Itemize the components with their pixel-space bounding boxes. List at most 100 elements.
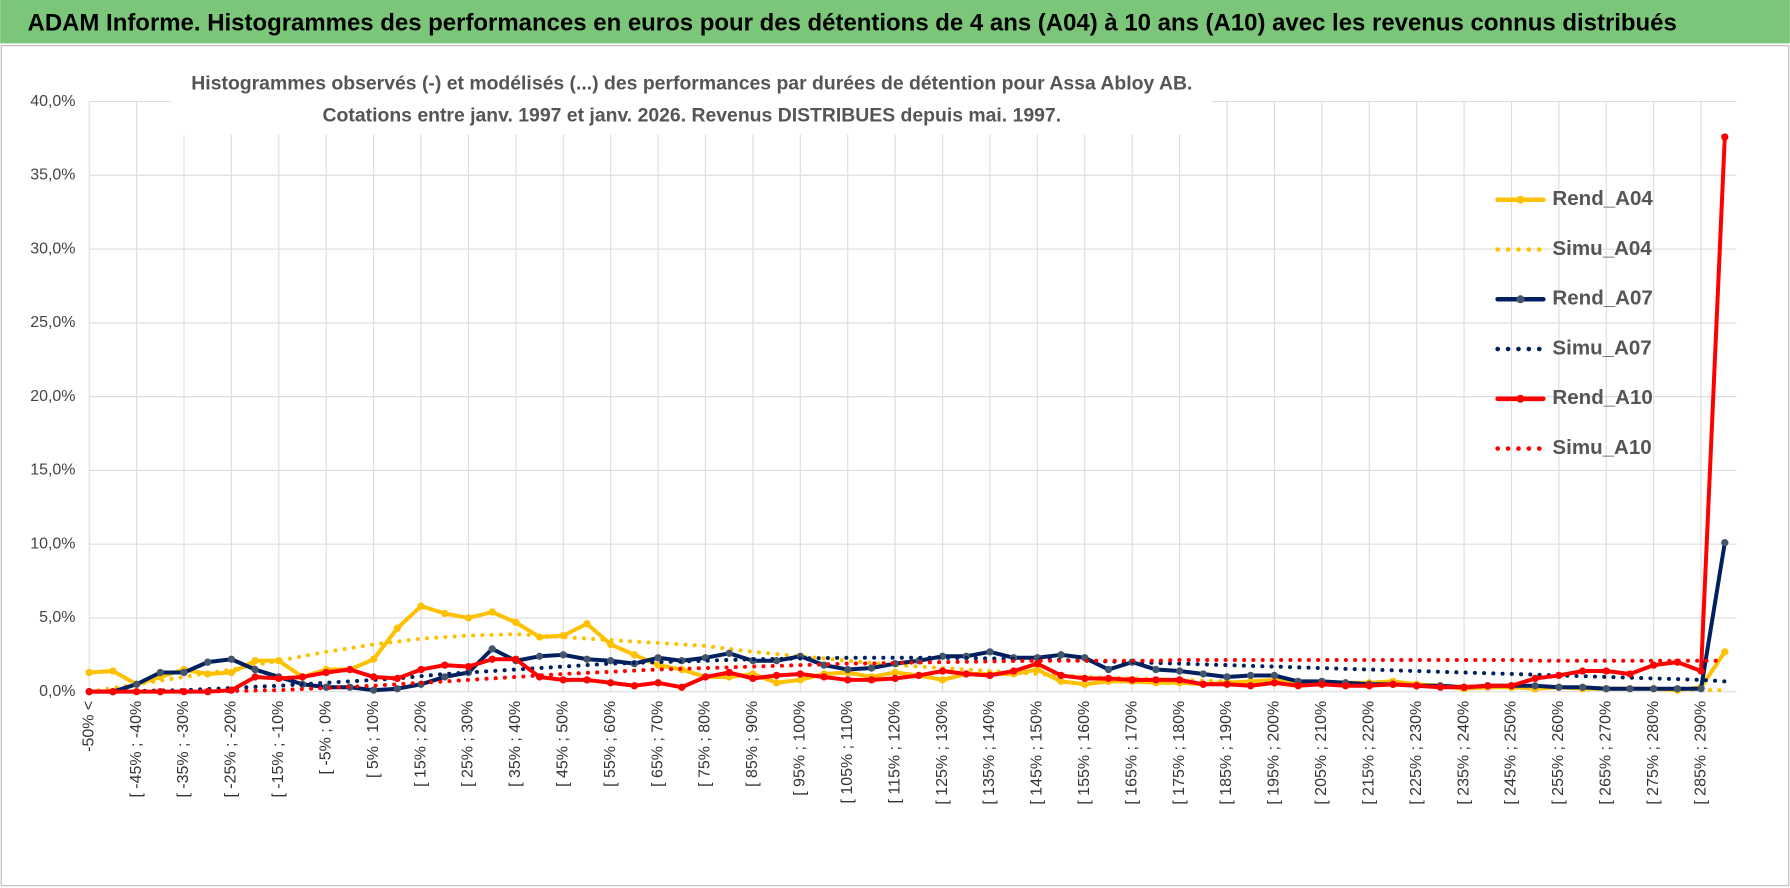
x-tick-label: [ 275% ; 280% (1645, 701, 1662, 805)
x-tick-label: [ 55% ; 60% (602, 701, 619, 787)
x-tick-label: [ 125% ; 130% (934, 701, 951, 805)
series-marker (986, 648, 994, 656)
series-marker (393, 624, 401, 632)
y-tick-label: 5,0% (39, 609, 75, 626)
series-marker (844, 665, 852, 674)
series-marker (204, 658, 212, 666)
series-marker (464, 614, 473, 622)
series-marker (227, 668, 236, 677)
x-tick-label: [ 225% ; 230% (1408, 701, 1425, 805)
legend-label: Rend_A10 (1552, 386, 1652, 409)
series-marker (1555, 671, 1563, 680)
series-marker (1057, 677, 1065, 686)
series-marker (1128, 676, 1136, 684)
series-marker (1247, 671, 1255, 680)
x-tick-label: [ 35% ; 40% (507, 701, 524, 787)
series-marker (1318, 680, 1326, 688)
series-marker (1104, 674, 1113, 683)
series-marker (1010, 667, 1018, 675)
series-marker (156, 688, 164, 696)
series-marker (180, 668, 188, 677)
x-tick-label: [ 195% ; 200% (1266, 701, 1283, 805)
series-marker (1389, 680, 1397, 688)
legend-label: Rend_A04 (1552, 187, 1653, 210)
series-marker (298, 673, 307, 681)
series-marker (512, 618, 520, 626)
series-marker (1057, 671, 1065, 680)
title-bar (0, 0, 1790, 44)
series-marker (1697, 667, 1705, 675)
series-marker (251, 665, 259, 674)
series-marker (1436, 683, 1444, 691)
series-marker (1033, 665, 1042, 674)
x-tick-label: [ -15% ; -10% (270, 701, 287, 798)
y-tick-label: 15,0% (30, 462, 75, 479)
series-marker (369, 686, 378, 694)
x-tick-label: [ 245% ; 250% (1503, 701, 1520, 805)
series-marker (986, 671, 994, 680)
series-marker (1199, 680, 1207, 688)
x-tick-label: [ -5% ; 0% (317, 701, 334, 775)
x-tick-label: [ 205% ; 210% (1313, 701, 1330, 805)
x-tick-label: [ 145% ; 150% (1029, 701, 1046, 805)
series-marker (1104, 665, 1113, 674)
x-tick-label: [ 255% ; 260% (1550, 701, 1567, 805)
series-marker (796, 670, 804, 678)
series-marker (1721, 539, 1729, 547)
x-tick-label: [ -25% ; -20% (223, 701, 240, 798)
series-marker (701, 673, 710, 681)
series-marker (251, 673, 259, 681)
x-tick-label: [ 5% ; 10% (365, 701, 382, 778)
series-marker (417, 665, 425, 674)
series-marker (559, 676, 567, 684)
series-marker (1152, 676, 1160, 684)
series-marker (1223, 673, 1231, 681)
series-marker (1294, 682, 1302, 690)
series-marker (1531, 682, 1539, 690)
series-marker (915, 671, 923, 680)
series-marker (1081, 674, 1089, 683)
series-marker (1199, 670, 1207, 678)
y-tick-label: 20,0% (30, 388, 75, 405)
series-marker (1175, 676, 1184, 684)
series-marker (607, 679, 615, 687)
series-marker (654, 654, 662, 662)
series-marker (1460, 683, 1468, 691)
series-marker (844, 676, 852, 684)
chart-border (0, 45, 1790, 887)
x-tick-label: -50% < (80, 701, 97, 752)
series-marker (1270, 679, 1279, 687)
y-tick-label: 40,0% (30, 93, 75, 110)
series-marker (1531, 674, 1539, 683)
series-marker (1247, 682, 1255, 690)
series-marker (1650, 661, 1658, 669)
series-line (87, 134, 1727, 694)
legend-label: Rend_A07 (1552, 287, 1652, 310)
series-marker (654, 661, 662, 669)
series-marker (583, 676, 591, 684)
series-marker (1152, 665, 1160, 674)
series-marker (1223, 680, 1231, 688)
series-marker (654, 679, 662, 687)
series-marker (441, 609, 449, 618)
legend-marker (1516, 195, 1525, 204)
legend-marker (1516, 394, 1525, 403)
series-marker (1341, 682, 1350, 690)
x-tick-label: [ 185% ; 190% (1218, 701, 1235, 805)
y-tick-label: 30,0% (30, 240, 75, 257)
series-marker (962, 670, 970, 678)
series-marker (488, 655, 496, 663)
x-tick-label: [ 15% ; 20% (412, 701, 429, 787)
y-tick-label: 10,0% (30, 535, 75, 552)
series-marker (1081, 680, 1089, 688)
series-marker (1626, 685, 1634, 693)
series-marker (1578, 683, 1587, 691)
x-tick-label: [ 95% ; 100% (792, 701, 809, 796)
legend-label: Simu_A10 (1552, 436, 1651, 459)
series-marker (109, 688, 117, 696)
series-marker (1626, 670, 1634, 678)
x-tick-label: [ 135% ; 140% (981, 701, 998, 805)
series-marker (559, 651, 567, 659)
series-marker (132, 680, 141, 688)
